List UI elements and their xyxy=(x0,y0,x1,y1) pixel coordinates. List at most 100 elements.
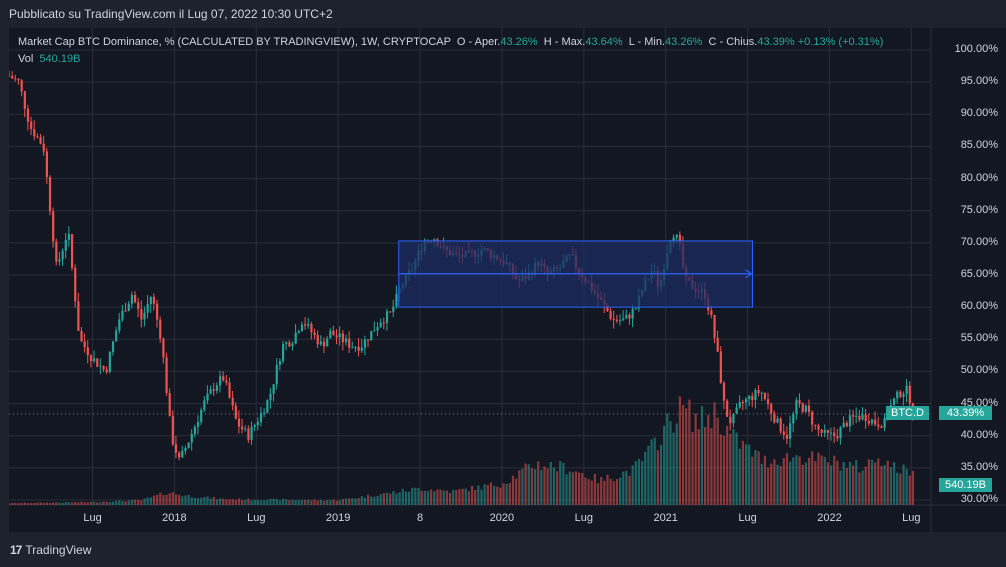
candle-body xyxy=(159,319,162,339)
volume-bar xyxy=(603,480,606,505)
volume-bar xyxy=(237,498,241,505)
candle-body xyxy=(61,250,64,260)
candle-body xyxy=(672,237,675,242)
volume-value: 540.19B xyxy=(39,53,81,65)
candle-body xyxy=(52,211,55,242)
candle-body xyxy=(892,398,896,406)
volume-bar xyxy=(870,459,874,505)
volume-bar xyxy=(792,457,795,505)
y-tick-label: 50.00% xyxy=(960,364,998,377)
candle-body xyxy=(130,294,134,304)
candle-body xyxy=(754,389,757,400)
volume-bar xyxy=(741,440,744,505)
volume-bar xyxy=(395,493,398,505)
candle-body xyxy=(105,369,108,372)
volume-bar xyxy=(105,501,108,505)
tradingview-logo[interactable]: 17 TradingView xyxy=(10,543,91,557)
volume-bar xyxy=(697,429,700,505)
volume-bar xyxy=(115,500,118,505)
volume-bar xyxy=(886,460,889,505)
volume-bar xyxy=(590,480,593,505)
candle-body xyxy=(713,315,716,338)
volume-bar xyxy=(354,498,357,505)
x-tick-label: 2018 xyxy=(162,512,187,524)
volume-bar xyxy=(26,503,30,505)
volume-bar xyxy=(757,451,760,505)
volume-bar xyxy=(193,497,197,505)
volume-bar xyxy=(880,466,883,505)
volume-bar xyxy=(559,461,562,505)
y-tick-label: 35.00% xyxy=(960,460,998,473)
candle-body xyxy=(722,382,726,401)
volume-bar xyxy=(316,500,319,505)
legend-title: Market Cap BTC Dominance, % (CALCULATED … xyxy=(18,36,451,48)
volume-bar xyxy=(17,503,20,505)
volume-bar xyxy=(165,494,168,505)
volume-bar xyxy=(436,489,439,505)
candle-body xyxy=(618,320,622,322)
volume-bar xyxy=(121,501,124,505)
candle-body xyxy=(278,361,282,365)
volume-bar xyxy=(719,434,722,505)
volume-bar xyxy=(322,500,326,505)
volume-bar xyxy=(168,493,171,505)
candle-body xyxy=(115,330,118,342)
volume-bar xyxy=(578,472,581,505)
candle-body xyxy=(244,428,247,430)
volume-bar xyxy=(127,500,130,505)
volume-bar xyxy=(285,499,288,505)
volume-bar xyxy=(414,487,417,505)
volume-bar xyxy=(515,478,518,505)
candle-body xyxy=(763,392,767,400)
candle-body xyxy=(256,422,259,426)
volume-bar xyxy=(329,500,332,505)
candle-body xyxy=(858,415,861,420)
candle-body xyxy=(861,414,864,420)
volume-bar xyxy=(351,498,354,505)
candle-body xyxy=(118,319,121,331)
volume-bar xyxy=(486,484,489,505)
volume-bar xyxy=(688,399,691,505)
candle-body xyxy=(319,341,322,345)
candle-body xyxy=(612,318,615,320)
volume-bar xyxy=(833,455,836,505)
candle-body xyxy=(864,414,867,421)
volume-bar xyxy=(83,502,86,505)
volume-bar xyxy=(48,502,52,505)
volume-bar xyxy=(52,502,55,505)
volume-bar xyxy=(492,485,496,505)
candle-body xyxy=(272,384,275,394)
candle-body xyxy=(171,416,174,445)
candle-body xyxy=(89,355,93,362)
candle-body xyxy=(874,419,877,425)
x-tick-label: 2020 xyxy=(489,512,515,524)
x-tick-label: 2022 xyxy=(817,512,842,524)
volume-bar xyxy=(439,489,442,505)
volume-bar xyxy=(798,456,801,505)
price-tag: 43.39% xyxy=(939,406,992,420)
chart-canvas[interactable] xyxy=(9,28,1006,532)
chart-area[interactable]: Market Cap BTC Dominance, % (CALCULATED … xyxy=(9,28,1006,532)
volume-bar xyxy=(782,457,785,505)
volume-bar xyxy=(407,491,411,505)
volume-bar xyxy=(212,497,215,505)
volume-bar xyxy=(653,437,656,505)
volume-bar xyxy=(773,459,776,505)
volume-bar xyxy=(382,493,385,505)
volume-bar xyxy=(565,474,568,505)
volume-bar xyxy=(458,489,461,505)
candle-body xyxy=(776,418,779,423)
candle-body xyxy=(678,234,682,244)
volume-bar xyxy=(678,396,682,505)
volume-bar xyxy=(883,465,886,505)
volume-bar xyxy=(190,497,193,505)
candle-body xyxy=(826,429,830,433)
volume-bar xyxy=(373,496,376,505)
candle-body xyxy=(263,412,266,414)
volume-bar xyxy=(36,502,39,505)
volume-bar xyxy=(896,472,899,505)
x-tick-label: Lug xyxy=(83,512,102,524)
volume-bar xyxy=(549,462,552,505)
candle-body xyxy=(316,334,319,345)
volume-bar xyxy=(124,501,127,505)
